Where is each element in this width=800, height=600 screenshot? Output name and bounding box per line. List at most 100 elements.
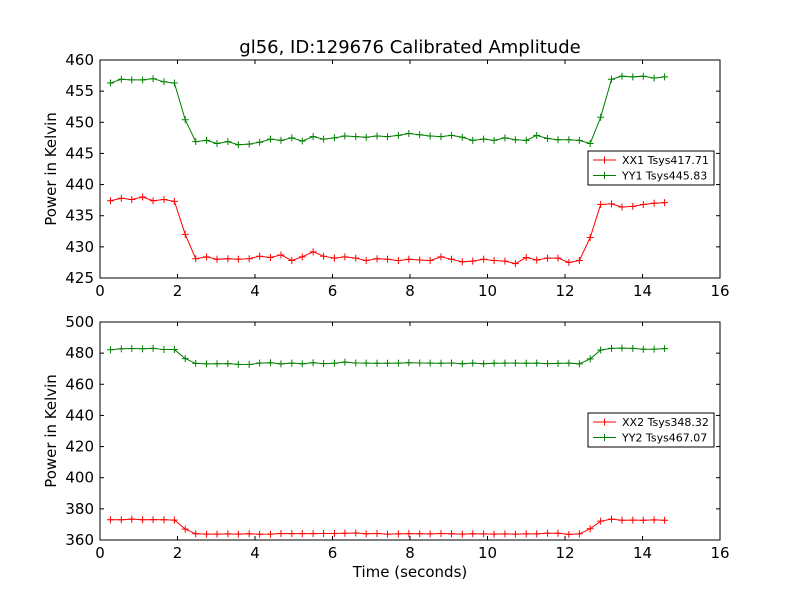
x-tick-label: 2 xyxy=(173,282,183,300)
legend-label: XX1 Tsys417.71 xyxy=(622,154,709,167)
data-point xyxy=(373,255,381,263)
data-point xyxy=(277,251,285,259)
data-point xyxy=(586,525,594,533)
data-point xyxy=(309,359,317,367)
data-point xyxy=(629,344,637,352)
data-point xyxy=(192,255,200,263)
data-point xyxy=(586,234,594,242)
x-tick-label: 10 xyxy=(478,282,497,300)
data-point xyxy=(203,530,211,538)
y-tick-label: 455 xyxy=(65,82,94,100)
data-point xyxy=(341,132,349,140)
y-tick-label: 360 xyxy=(65,531,94,549)
legend-marker xyxy=(601,418,608,426)
data-point xyxy=(405,530,413,538)
data-point xyxy=(565,136,573,144)
data-point xyxy=(661,199,669,207)
data-point xyxy=(639,201,647,208)
data-point xyxy=(650,199,658,207)
data-point xyxy=(362,530,370,538)
data-point xyxy=(128,344,136,352)
data-point xyxy=(267,135,274,143)
data-point xyxy=(117,516,125,524)
data-point xyxy=(181,355,189,363)
x-tick-label: 8 xyxy=(405,282,415,300)
data-point xyxy=(608,200,615,208)
data-point xyxy=(160,346,168,354)
data-point xyxy=(405,255,413,263)
data-point xyxy=(117,75,125,83)
data-point xyxy=(597,201,605,208)
data-point xyxy=(298,360,306,368)
data-point xyxy=(437,529,445,537)
data-point xyxy=(139,345,147,353)
legend-label: YY2 Tsys467.07 xyxy=(621,432,707,445)
legend-marker xyxy=(601,172,608,179)
top-panel: 0 2 4 6 8 10 12 14 16 425 430 435 440 445 450 455 460 Pow… xyxy=(42,51,730,300)
data-point xyxy=(575,530,583,538)
x-tick-label: 8 xyxy=(405,544,415,562)
data-point xyxy=(533,131,541,139)
legend: XX1 Tsys417.71 YY1 Tsys445.83 xyxy=(587,150,715,186)
data-point xyxy=(224,530,232,538)
data-point xyxy=(245,361,253,369)
data-point xyxy=(437,359,445,367)
data-point xyxy=(149,516,157,524)
data-point xyxy=(106,197,114,205)
data-point xyxy=(629,516,637,524)
data-point xyxy=(192,138,200,146)
data-point xyxy=(309,530,317,538)
data-point xyxy=(554,136,562,144)
data-point xyxy=(170,197,178,205)
data-point xyxy=(234,255,242,263)
data-point xyxy=(501,359,509,367)
data-point xyxy=(416,359,424,367)
data-point xyxy=(320,252,328,260)
data-point xyxy=(480,255,488,263)
data-point xyxy=(426,359,434,367)
data-point xyxy=(405,130,413,137)
x-tick-label: 12 xyxy=(555,282,574,300)
data-point xyxy=(213,530,221,538)
data-point xyxy=(160,516,168,524)
data-point xyxy=(661,516,669,524)
data-point xyxy=(565,530,573,538)
data-point xyxy=(203,136,211,144)
legend-marker xyxy=(601,434,608,441)
data-point xyxy=(447,530,455,538)
data-point xyxy=(544,360,552,368)
data-point xyxy=(213,360,221,368)
data-point xyxy=(533,530,541,538)
x-tick-label: 2 xyxy=(173,544,183,562)
data-point xyxy=(373,529,381,537)
data-point xyxy=(661,345,669,353)
x-tick-label: 4 xyxy=(250,544,260,562)
data-point xyxy=(511,260,519,268)
data-point xyxy=(267,359,274,367)
data-point xyxy=(128,515,136,523)
data-point xyxy=(106,516,114,524)
data-point xyxy=(394,131,402,139)
data-point xyxy=(533,256,541,264)
data-point xyxy=(511,359,519,367)
x-tick-label: 4 xyxy=(250,282,260,300)
data-point xyxy=(618,203,626,211)
data-point xyxy=(522,359,530,367)
data-point xyxy=(298,530,306,538)
data-point xyxy=(320,529,328,537)
x-tick-label: 14 xyxy=(633,544,652,562)
data-point xyxy=(544,134,552,142)
data-point xyxy=(416,530,424,538)
data-point xyxy=(618,344,626,352)
data-point xyxy=(330,254,338,262)
data-point xyxy=(565,258,573,266)
data-point xyxy=(629,73,637,81)
legend-marker xyxy=(601,156,608,164)
data-point xyxy=(203,253,211,261)
x-tick-label: 12 xyxy=(555,544,574,562)
data-point xyxy=(341,358,349,366)
data-point xyxy=(203,360,211,368)
data-point xyxy=(267,253,274,261)
data-point xyxy=(256,530,264,538)
